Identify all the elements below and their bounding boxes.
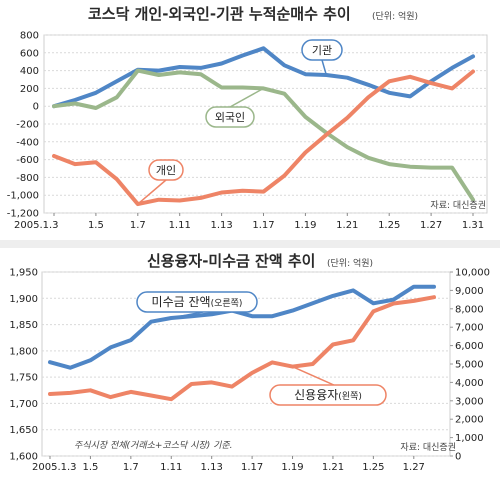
chart1-gridlines	[43, 34, 488, 216]
chart1-y-tick-label: -600	[16, 155, 39, 166]
chart2-x-tick-label: 1.7	[123, 462, 139, 473]
chart2-series-labels: 미수금 잔액(오른쪽) 신용융자(왼쪽)	[136, 291, 387, 406]
chart2-note: 주식시장 전체(거래소+코스닥 시장) 기준.	[74, 440, 233, 451]
chart2-series-line-미수금 잔액	[48, 284, 436, 370]
chart2-y-left-tick-label: 1,650	[9, 425, 38, 436]
chart2-x-tick-label: 1.11	[160, 462, 182, 473]
chart1-y-tick-label: -1,200	[7, 209, 39, 220]
chart1-y-tick-label: -200	[16, 120, 39, 131]
chart2-x-tick-label: 1.17	[241, 462, 263, 473]
chart2-label-box	[136, 291, 258, 313]
chart1-series	[52, 46, 475, 207]
chart2-x-tick-label: 1.13	[201, 462, 223, 473]
chart1-x-tick-label: 1.31	[462, 220, 484, 231]
chart1-y-tick-label: 400	[20, 66, 39, 77]
chart2-x-tick-label: 1.21	[322, 462, 344, 473]
chart1-series-name-개인: 개인	[156, 164, 176, 177]
chart2-y-right-tick-label: 9,000	[455, 286, 484, 297]
chart2-y-right-tick-label: 6,000	[455, 341, 484, 352]
chart1-x-tick-label: 1.5	[88, 220, 104, 231]
chart1-x-tick-label: 1.13	[210, 220, 232, 231]
chart1-x-tick-label: 1.27	[420, 220, 442, 231]
chart2-y-right-tick-label: 8,000	[455, 304, 484, 315]
chart2-label-leader	[150, 311, 204, 323]
chart1-series-name-기관: 기관	[312, 44, 332, 57]
chart2-y-left-tick-label: 1,750	[9, 373, 38, 384]
chart2-y-right-tick-label: 2,000	[455, 415, 484, 426]
chart1-source: 자료: 대신증권	[430, 199, 486, 211]
chart2-y-right-tick-label: 7,000	[455, 323, 484, 334]
chart2-y-right-tick-label: 4,000	[455, 378, 484, 389]
chart-separator	[0, 240, 500, 248]
chart1-label-box	[148, 159, 184, 181]
chart1-y-tick-label: -1,000	[7, 191, 39, 202]
chart2-x-tick-label: 1.19	[281, 462, 303, 473]
chart1-label-box	[301, 39, 343, 61]
chart1-y-tick-label: 0	[33, 102, 39, 113]
chart2-unit: (단위: 억원)	[327, 257, 373, 269]
chart1-x-tick-label: 1.7	[130, 220, 146, 231]
chart1-y-tick-label: 800	[20, 31, 39, 42]
chart2-y-left-tick-label: 1,850	[9, 320, 38, 331]
chart1-y-tick-label: 600	[20, 48, 39, 59]
chart2-x-tick-label: 1.27	[403, 462, 425, 473]
chart1-label-leader	[321, 59, 328, 76]
chart2-series-line-신용융자	[48, 295, 436, 402]
chart1-x-tick-label: 1.19	[294, 220, 316, 231]
chart2-y-left-tick-label: 1,950	[9, 268, 38, 279]
chart2-label-leader	[292, 365, 335, 386]
chart1-label-leader	[137, 179, 167, 205]
chart2-series	[48, 284, 436, 402]
chart1-y-tick-label: 200	[20, 84, 39, 95]
chart2-y-right-tick-label: 0	[455, 452, 461, 463]
chart1-x-tick-label: 1.11	[169, 220, 191, 231]
chart1-x-tick-label: 2005.1.3	[14, 220, 59, 231]
chart2-y-left-tick-label: 1,600	[9, 452, 38, 463]
chart1-x-tick-label: 1.21	[336, 220, 358, 231]
chart1-series-line-기관	[52, 46, 475, 109]
chart2-title: 신용융자-미수금 잔액 추이	[147, 252, 315, 270]
chart1-series-name-외국인: 외국인	[215, 111, 245, 124]
chart1-y-tick-label: -800	[16, 173, 39, 184]
chart2-x-tick-label: 2005.1.3	[32, 462, 77, 473]
chart2-label-box	[269, 384, 387, 406]
chart1-title: 코스닥 개인-외국인-기관 누적순매수 추이	[88, 5, 351, 23]
chart2-y-right-tick-label: 1,000	[455, 433, 484, 444]
chart2-y-left-tick-label: 1,800	[9, 346, 38, 357]
chart2-source: 자료: 대신증권	[400, 441, 456, 453]
chart2-y-right-tick-label: 3,000	[455, 396, 484, 407]
chart2-x-tick-label: 1.25	[362, 462, 384, 473]
chart2-series-name-미수금 잔액: 미수금 잔액(오른쪽)	[152, 295, 243, 309]
chart2-y-left-tick-label: 1,900	[9, 294, 38, 305]
chart2-series-name-신용융자: 신용융자(왼쪽)	[294, 388, 362, 402]
chart1-x-tick-label: 1.17	[252, 220, 274, 231]
chart1-x-tick-label: 1.25	[378, 220, 400, 231]
chart1-tick-labels: 800 600 400 200 0 -200 -400 -600 -800 -1,000 -1,20…	[7, 31, 484, 232]
chart1-series-line-개인	[52, 69, 475, 207]
chart2-tick-labels: 1,950 1,900 1,850 1,800 1,750 1,700 1,650 1,600…	[9, 268, 490, 474]
chart1-label-box	[205, 106, 255, 128]
chart2-y-left-tick-label: 1,700	[9, 399, 38, 410]
chart2-x-tick-label: 1.5	[82, 462, 98, 473]
chart1-y-tick-label: -400	[16, 137, 39, 148]
chart1-label-leader	[229, 87, 264, 108]
chart2-y-right-tick-label: 10,000	[455, 268, 490, 279]
chart1-unit: (단위: 억원)	[372, 10, 418, 22]
chart2-y-right-tick-label: 5,000	[455, 360, 484, 371]
